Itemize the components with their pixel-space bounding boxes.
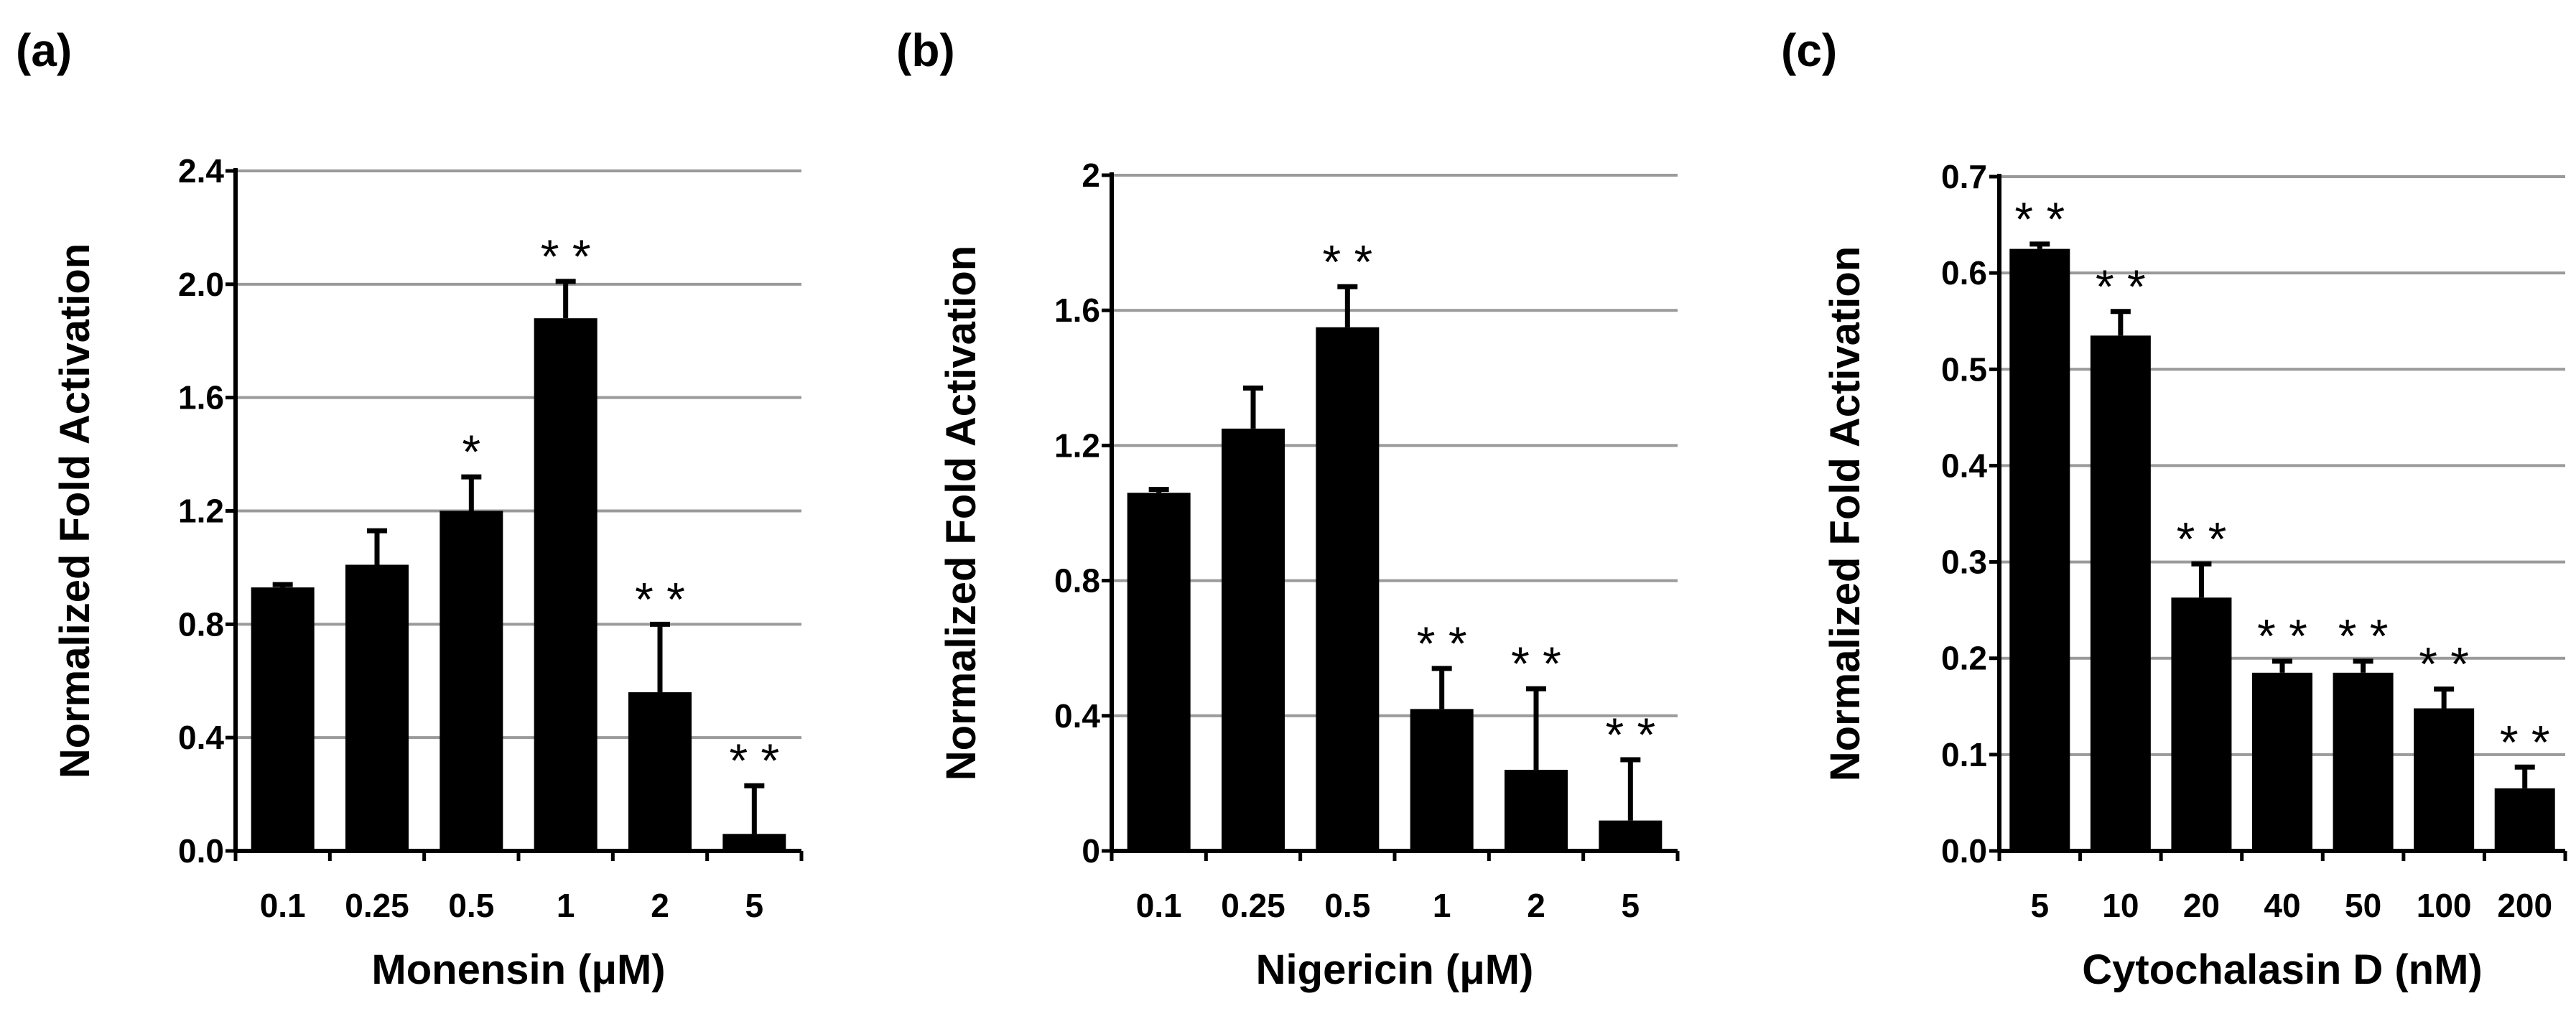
- significance-marker: * *: [541, 230, 591, 283]
- y-tick-label: 2: [1082, 157, 1100, 194]
- x-tick-label: 40: [2264, 887, 2300, 924]
- chart-panel-2: (b) 0 0.4 0.8 1.2 1.6 2 0.1 0.25 * * 0.5 * * 1 * * 2 * …: [896, 24, 1680, 993]
- y-tick-label: 1.6: [1054, 292, 1100, 329]
- y-tick-label: 0.3: [1941, 544, 1987, 581]
- y-tick-label: 0.0: [178, 832, 224, 870]
- panel-label: (b): [896, 24, 955, 76]
- panel-label: (a): [16, 24, 72, 76]
- x-tick-label: 2: [1527, 887, 1545, 924]
- bar: [628, 692, 692, 851]
- significance-marker: * *: [2419, 638, 2469, 691]
- x-tick-label: 1: [557, 887, 575, 924]
- y-tick-label: 0.8: [178, 605, 224, 643]
- x-tick-label: 0.5: [448, 887, 494, 924]
- x-tick-label: 1: [1433, 887, 1451, 924]
- bar: [440, 511, 503, 851]
- chart-panel-3: (c) 0.0 0.1 0.2 0.3 0.4 0.5 0.6 0.7 * * 5 * * 10 * * 2…: [1781, 24, 2567, 993]
- significance-marker: * *: [1605, 708, 1655, 761]
- x-tick-label: 20: [2183, 887, 2220, 924]
- significance-marker: * *: [2338, 610, 2389, 663]
- bar: [2333, 672, 2394, 851]
- x-tick-label: 0.1: [1136, 887, 1182, 924]
- bar: [2090, 335, 2151, 852]
- y-tick-label: 1.2: [1054, 427, 1100, 464]
- bar: [1222, 428, 1285, 851]
- x-tick-label: 0.25: [1221, 887, 1285, 924]
- y-tick-label: 0: [1082, 832, 1100, 870]
- significance-marker: * *: [2177, 512, 2227, 565]
- bar: [1410, 709, 1474, 851]
- x-tick-label: 2: [651, 887, 669, 924]
- x-axis-title: Monensin (μM): [371, 946, 665, 993]
- y-tick-label: 0.4: [178, 719, 224, 756]
- significance-marker: * *: [1417, 617, 1467, 670]
- y-tick-label: 0.0: [1941, 832, 1987, 870]
- bar: [1505, 770, 1568, 851]
- y-tick-label: 0.8: [1054, 562, 1100, 600]
- bar: [251, 587, 315, 851]
- bar: [2171, 597, 2232, 851]
- significance-marker: * *: [2500, 715, 2550, 768]
- y-tick-label: 1.6: [178, 379, 224, 416]
- significance-marker: * *: [729, 734, 779, 787]
- x-axis-title: Nigericin (μM): [1256, 946, 1534, 993]
- x-tick-label: 100: [2417, 887, 2472, 924]
- y-tick-label: 2.4: [178, 152, 224, 190]
- x-tick-label: 0.5: [1324, 887, 1370, 924]
- y-tick-label: 0.2: [1941, 640, 1987, 677]
- x-tick-label: 5: [2030, 887, 2049, 924]
- panel-label: (c): [1781, 24, 1837, 76]
- bar: [2252, 672, 2312, 851]
- x-tick-label: 50: [2345, 887, 2381, 924]
- significance-marker: * *: [1322, 235, 1372, 288]
- y-tick-label: 0.5: [1941, 350, 1987, 388]
- y-tick-label: 1.2: [178, 493, 224, 530]
- bar: [534, 318, 597, 851]
- bar: [2494, 788, 2555, 851]
- x-axis-title: Cytochalasin D (nM): [2082, 946, 2483, 993]
- significance-marker: * *: [2257, 610, 2307, 663]
- y-tick-label: 0.7: [1941, 158, 1987, 195]
- bar: [2009, 248, 2070, 851]
- x-tick-label: 5: [745, 887, 764, 924]
- y-tick-label: 0.4: [1054, 697, 1100, 735]
- x-tick-label: 5: [1622, 887, 1640, 924]
- y-tick-label: 2.0: [178, 266, 224, 303]
- significance-marker: * *: [635, 572, 685, 625]
- bar: [722, 834, 786, 851]
- x-tick-label: 200: [2497, 887, 2552, 924]
- chart-panel-1: (a) 0.0 0.4 0.8 1.2 1.6 2.0 2.4 0.1 0.25 * 0.5 * * 1 *…: [16, 24, 804, 993]
- y-tick-label: 0.4: [1941, 447, 1987, 484]
- significance-marker: *: [462, 425, 480, 478]
- x-tick-label: 0.25: [345, 887, 409, 924]
- y-axis-title: Normalized Fold Activation: [938, 246, 985, 781]
- y-tick-label: 0.6: [1941, 254, 1987, 292]
- significance-marker: * *: [2014, 192, 2065, 246]
- significance-marker: * *: [2096, 260, 2146, 313]
- x-tick-label: 10: [2102, 887, 2139, 924]
- y-axis-title: Normalized Fold Activation: [1822, 246, 1869, 781]
- y-axis-title: Normalized Fold Activation: [52, 243, 98, 778]
- y-tick-label: 0.1: [1941, 736, 1987, 773]
- bar: [345, 564, 409, 851]
- bar: [1599, 820, 1663, 851]
- bar: [2414, 708, 2475, 851]
- bar: [1316, 327, 1380, 852]
- bar: [1127, 493, 1191, 851]
- x-tick-label: 0.1: [260, 887, 306, 924]
- significance-marker: * *: [1511, 637, 1561, 690]
